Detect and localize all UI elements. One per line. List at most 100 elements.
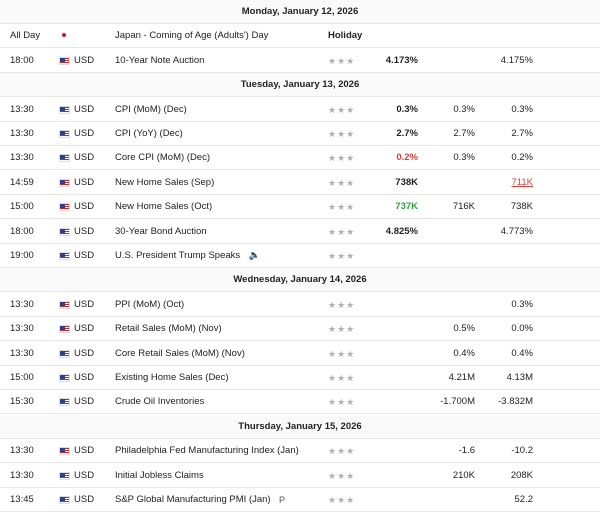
previous: 0.3% — [511, 298, 533, 310]
event-name: CPI (YoY) (Dec) — [115, 128, 183, 139]
previous: 52.2 — [514, 494, 534, 505]
event-name: Existing Home Sales (Dec) — [115, 372, 229, 383]
importance-stars: ★★★ — [328, 55, 356, 66]
currency: USD — [74, 103, 95, 115]
event-name: 10-Year Note Auction — [115, 54, 205, 66]
time: 18:00 — [10, 225, 34, 237]
actual: 0.2% — [396, 152, 418, 164]
forecast: 0.5% — [453, 323, 475, 335]
event-row: 18:00 USD 10-Year Note Auction ★★★ 4.173% 4.1… — [0, 49, 600, 73]
currency: USD — [74, 347, 95, 359]
importance-stars: ★★★ — [328, 397, 356, 408]
importance-stars: ★★★ — [328, 470, 356, 481]
importance-stars: ★★★ — [328, 495, 356, 505]
event-row: 19:00 USD U.S. President Trump Speaks 🔈 ★★★ — [0, 244, 600, 268]
currency: USD — [74, 225, 95, 237]
event-name: New Home Sales (Oct) — [115, 201, 213, 213]
time: 14:59 — [10, 176, 34, 188]
event-name: CPI (MoM) (Dec) — [115, 103, 187, 115]
actual: 4.825% — [385, 225, 418, 237]
flag — [59, 105, 70, 114]
forecast: 4.21M — [448, 372, 475, 383]
flag — [59, 130, 70, 138]
event-name: PPI (MoM) (Oct) — [115, 298, 185, 310]
importance-stars: ★★★ — [328, 446, 356, 457]
time: All Day — [10, 30, 41, 42]
event-row: 15:00 USD Existing Home Sales (Dec) ★★★ 4.21… — [0, 366, 600, 390]
badge: P — [279, 495, 286, 505]
importance: Holiday — [328, 30, 363, 42]
event-name: Core CPI (MoM) (Dec) — [115, 152, 211, 164]
importance-stars: ★★★ — [328, 226, 356, 237]
currency: USD — [74, 176, 95, 188]
flag — [59, 374, 70, 382]
forecast: -1.700M — [440, 396, 475, 408]
event-row: 14:59 USD New Home Sales (Sep) ★★★ 738K 711K — [0, 171, 600, 195]
flag — [59, 398, 70, 407]
event-row: 13:30 USD PPI (MoM) (Oct) ★★★ 0.3% — [0, 293, 600, 317]
event-name: Core Retail Sales (MoM) (Nov) — [115, 347, 245, 359]
forecast: 716K — [452, 201, 475, 213]
actual: 738K — [395, 176, 418, 188]
currency: USD — [74, 372, 95, 383]
previous: 0.2% — [511, 152, 533, 164]
actual: 4.173% — [385, 54, 418, 66]
event-row: 15:30 USD Crude Oil Inventories ★★★ -1.700M -… — [0, 390, 600, 415]
day-header: Wednesday, January 14, 2026 — [0, 268, 600, 293]
actual: 737K — [395, 201, 418, 213]
flag — [59, 32, 70, 40]
flag — [59, 178, 70, 187]
day-header: Monday, January 12, 2026 — [0, 0, 600, 24]
forecast: 0.3% — [453, 152, 475, 164]
currency: USD — [74, 298, 95, 310]
time: 18:00 — [10, 54, 34, 66]
importance-stars: ★★★ — [328, 373, 356, 383]
importance-stars: ★★★ — [328, 104, 356, 115]
event-row: 15:00 USD New Home Sales (Oct) ★★★ 737K 716K 7… — [0, 195, 600, 220]
time: 15:00 — [10, 201, 34, 213]
currency: USD — [74, 469, 95, 481]
time: 15:30 — [10, 396, 34, 408]
event-name: Retail Sales (MoM) (Nov) — [115, 323, 222, 335]
day-header: Thursday, January 15, 2026 — [0, 414, 600, 439]
event-name: New Home Sales (Sep) — [115, 176, 215, 188]
event-row: 13:30 USD Philadelphia Fed Manufacturing I… — [0, 439, 600, 464]
previous: 0.0% — [511, 323, 533, 335]
event-name: Philadelphia Fed Manufacturing Index (Ja… — [115, 445, 299, 457]
event-name: Crude Oil Inventories — [115, 396, 205, 408]
time: 13:30 — [10, 469, 34, 481]
currency: USD — [74, 152, 95, 164]
time: 13:30 — [10, 128, 34, 139]
currency: USD — [74, 128, 95, 139]
currency: USD — [74, 396, 95, 408]
importance-stars: ★★★ — [328, 153, 356, 164]
importance-stars: ★★★ — [328, 324, 356, 335]
event-name: Initial Jobless Claims — [115, 469, 204, 481]
currency: USD — [74, 54, 95, 66]
event-row: 13:30 USD Initial Jobless Claims ★★★ 210K 208… — [0, 464, 600, 488]
time: 13:30 — [10, 152, 34, 164]
previous: -10.2 — [511, 445, 533, 457]
previous: -3.832M — [498, 396, 533, 408]
time: 13:45 — [10, 494, 34, 505]
previous: 738K — [510, 201, 533, 213]
currency: USD — [74, 201, 95, 213]
importance-stars: ★★★ — [328, 251, 356, 261]
actual: 0.3% — [396, 103, 418, 115]
event-row: 13:30 USD CPI (MoM) (Dec) ★★★ 0.3% 0.3% 0.3% — [0, 98, 600, 122]
previous: 0.3% — [511, 103, 533, 115]
actual: 2.7% — [396, 128, 418, 139]
time: 15:00 — [10, 372, 34, 383]
previous: 4.13M — [506, 372, 533, 383]
importance-stars: ★★★ — [328, 299, 356, 310]
forecast: -1.6 — [458, 445, 475, 457]
event-row: 13:30 USD Core Retail Sales (MoM) (Nov) ★★★… — [0, 342, 600, 366]
flag — [59, 447, 70, 456]
event-name: U.S. President Trump Speaks 🔈 — [115, 250, 261, 261]
currency: USD — [74, 250, 95, 261]
previous: 4.175% — [500, 54, 533, 66]
previous: 711K — [511, 176, 533, 188]
forecast: 0.3% — [453, 103, 475, 115]
flag — [59, 496, 70, 504]
time: 19:00 — [10, 250, 34, 261]
